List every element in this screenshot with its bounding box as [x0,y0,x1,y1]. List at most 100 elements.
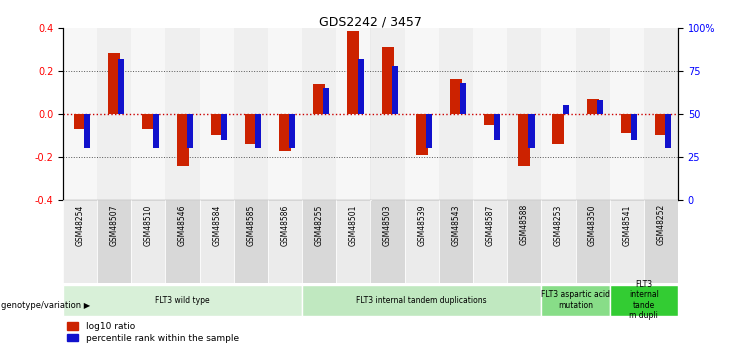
Text: FLT3
internal
tande
m dupli: FLT3 internal tande m dupli [629,280,659,320]
Text: genotype/variation ▶: genotype/variation ▶ [1,301,90,310]
Bar [210,114,223,136]
Bar [655,114,667,136]
Bar [370,200,405,283]
Bar [405,28,439,200]
Bar [507,200,542,283]
Bar [631,114,637,140]
Bar [84,114,90,148]
Bar [576,28,610,200]
Text: FLT3 internal tandem duplications: FLT3 internal tandem duplications [356,296,487,305]
Text: GSM48584: GSM48584 [212,204,222,246]
Bar [119,59,124,114]
Bar [460,83,466,114]
Bar [542,28,576,200]
Bar [221,114,227,140]
Bar [405,200,439,283]
Bar [165,28,199,200]
Bar [576,200,610,283]
Bar [199,200,234,283]
Bar [63,28,97,200]
Text: GSM48587: GSM48587 [485,204,494,246]
Bar [473,28,507,200]
Text: GSM48541: GSM48541 [622,204,631,246]
Text: GSM48510: GSM48510 [144,204,153,246]
Bar [484,114,496,125]
Bar [255,114,261,148]
Bar [610,28,644,200]
Bar [289,114,296,148]
Bar [63,285,302,316]
Bar [199,28,234,200]
Bar [234,200,268,283]
Bar [279,114,291,150]
Bar [610,285,678,316]
Bar [313,84,325,114]
Bar [302,28,336,200]
Bar [165,200,199,283]
Text: GSM48546: GSM48546 [178,204,187,246]
Text: GSM48255: GSM48255 [315,204,324,246]
Bar [542,200,576,283]
Text: GSM48585: GSM48585 [247,204,256,246]
Bar [302,200,336,283]
Text: GSM48588: GSM48588 [519,204,529,246]
Bar [644,200,678,283]
Text: GDS2242 / 3457: GDS2242 / 3457 [319,16,422,29]
Bar [392,66,398,114]
Bar [562,105,568,114]
Bar [63,200,97,283]
Bar [644,28,678,200]
Text: GSM48253: GSM48253 [554,204,563,246]
Text: GSM48539: GSM48539 [417,204,426,246]
Text: GSM48501: GSM48501 [349,204,358,246]
Bar [494,114,500,140]
Bar [621,114,633,133]
Bar [97,200,131,283]
Bar [450,79,462,114]
Text: GSM48543: GSM48543 [451,204,460,246]
Bar [665,114,671,148]
Bar [426,114,432,148]
Bar [131,28,165,200]
Bar [528,114,534,148]
Bar [268,200,302,283]
Bar [97,28,131,200]
Text: GSM48254: GSM48254 [76,204,84,246]
Text: FLT3 wild type: FLT3 wild type [156,296,210,305]
Bar [268,28,302,200]
Bar [234,28,268,200]
Bar [348,31,359,114]
Bar [336,200,370,283]
Bar [370,28,405,200]
Text: GSM48507: GSM48507 [110,204,119,246]
Text: GSM48350: GSM48350 [588,204,597,246]
Text: GSM48586: GSM48586 [281,204,290,246]
Bar [357,59,364,114]
Bar [302,285,542,316]
Text: GSM48503: GSM48503 [383,204,392,246]
Bar [153,114,159,148]
Bar [336,28,370,200]
Bar [587,99,599,114]
Text: FLT3 aspartic acid
mutation: FLT3 aspartic acid mutation [541,290,610,310]
Bar [108,53,120,114]
Bar [187,114,193,148]
Bar [176,114,188,166]
Bar [416,114,428,155]
Text: GSM48252: GSM48252 [657,204,665,246]
Bar [131,200,165,283]
Bar [542,285,610,316]
Bar [518,114,531,166]
Bar [507,28,542,200]
Bar [245,114,257,144]
Bar [74,114,86,129]
Bar [597,100,603,114]
Bar [553,114,565,144]
Bar [439,200,473,283]
Bar [323,88,330,114]
Bar [439,28,473,200]
Bar [473,200,507,283]
Bar [142,114,154,129]
Bar [610,200,644,283]
Bar [382,47,393,114]
